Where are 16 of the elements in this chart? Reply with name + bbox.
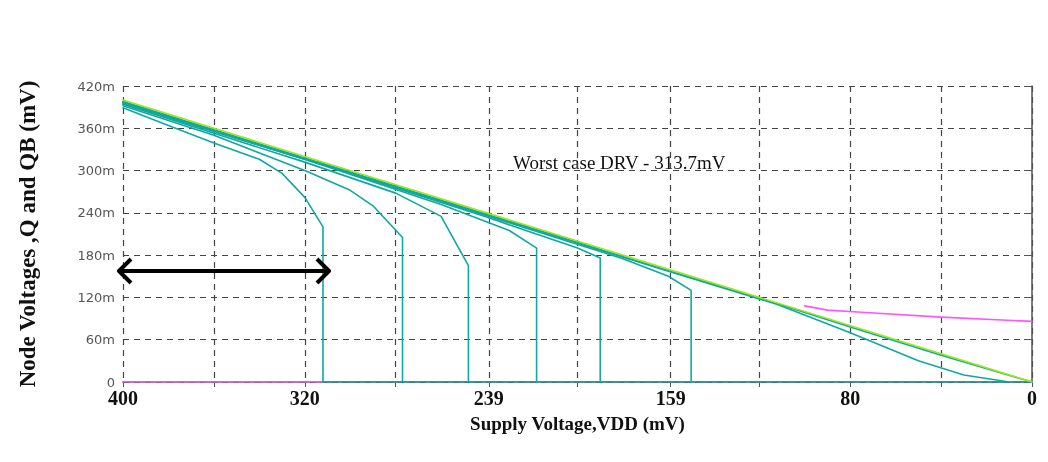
y-tick-label: 420m [77,78,115,94]
y-tick-label: 300m [77,163,115,179]
y-tick-label: 120m [77,289,115,305]
x-tick-label: 239 [473,387,504,409]
y-tick-label: 60m [85,332,115,348]
y-axis-title: Node Voltages ,Q and QB (mV) [15,80,40,388]
y-tick-label: 360m [77,120,115,136]
x-tick-label: 400 [108,387,138,409]
y-tick-label: 240m [77,205,115,221]
x-tick-label: 320 [289,387,320,409]
y-tick-label: 0 [106,374,115,390]
x-tick-label: 0 [1027,387,1037,409]
y-tick-label: 180m [77,247,115,263]
x-tick-label: 159 [655,387,686,409]
x-axis-title: Supply Voltage,VDD (mV) [470,413,685,435]
x-tick-label: 80 [840,387,861,409]
